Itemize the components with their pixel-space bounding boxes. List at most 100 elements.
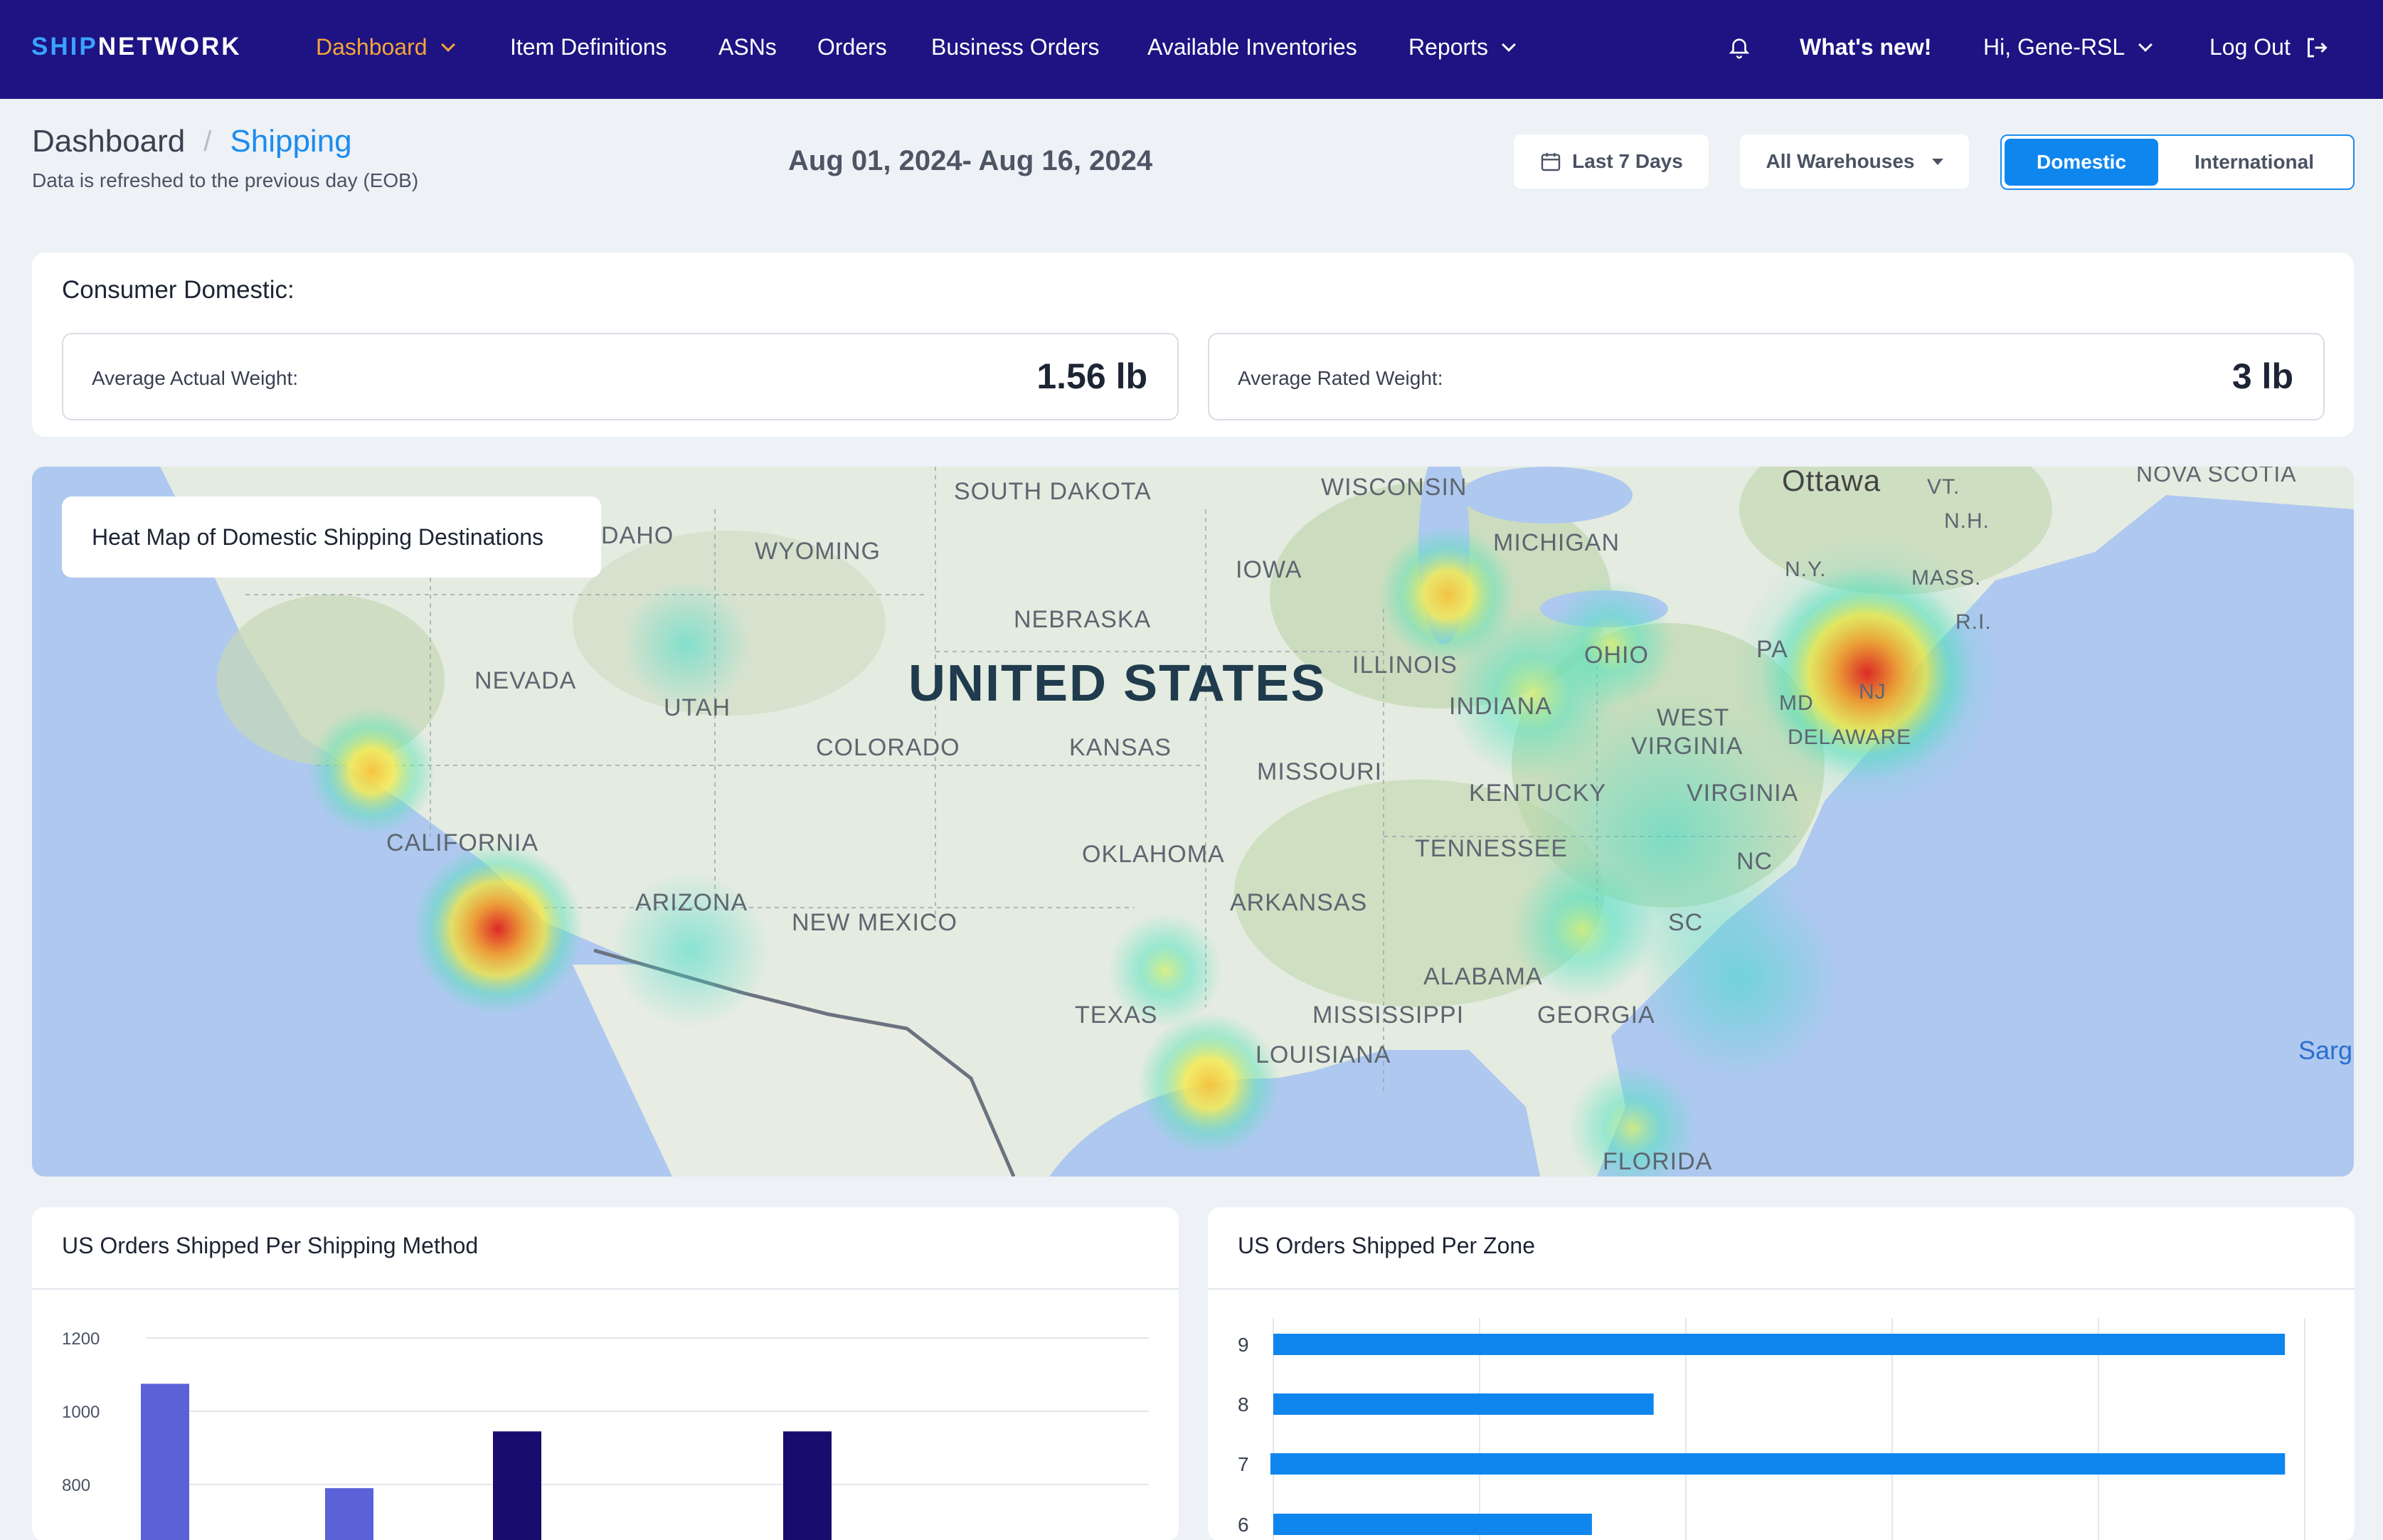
bar [1273,1334,2285,1355]
map-label-utah: UTAH [664,694,731,721]
nav-asns[interactable]: ASNs [718,34,777,60]
map-label-pa: PA [1756,636,1788,663]
nav-asns-label: ASNs [718,34,777,60]
map-label-south-dakota: SOUTH DAKOTA [954,478,1152,505]
heat-map[interactable]: SOUTH DAKOTA WISCONSIN Ottawa VT. NOVA S… [32,467,2354,1177]
map-label-virginia: VIRGINIA [1687,780,1799,807]
bell-icon[interactable] [1727,36,1751,60]
toggle-international[interactable]: International [2194,151,2314,173]
date-range: Aug 01, 2024- Aug 16, 2024 [788,145,1153,176]
nav-orders[interactable]: Orders [817,34,887,60]
map-label-georgia: GEORGIA [1537,1002,1655,1029]
category-label: 9 [1238,1334,1249,1356]
map-label-missouri: MISSOURI [1257,758,1383,785]
consumer-domestic-title: Consumer Domestic: [62,276,294,304]
nav-reports[interactable]: Reports [1408,34,1516,60]
chevron-down-icon [440,37,455,52]
map-canvas [32,467,2354,1177]
caret-down-icon [1931,158,1943,165]
calendar-icon [1541,153,1561,171]
map-country-label: UNITED STATES [908,655,1327,712]
nav-business-orders-label: Business Orders [931,34,1100,60]
breadcrumb-separator: / [203,125,212,157]
nav-available-inventories-label: Available Inventories [1147,34,1357,60]
map-label-ny: N.Y. [1785,558,1827,581]
card-divider [32,1288,1179,1290]
category-label: 8 [1238,1393,1249,1416]
logout-label: Log Out [2209,34,2291,60]
nav-business-orders[interactable]: Business Orders [931,34,1100,60]
user-name: Hi, Gene-RSL [1983,34,2125,60]
logo-network: NETWORK [97,33,242,60]
map-label-nebraska: NEBRASKA [1014,606,1152,633]
map-label-nova-scotia: NOVA SCOTIA [2136,467,2297,487]
domestic-international-toggle: Domestic International [2000,134,2355,190]
map-label-iowa: IOWA [1236,556,1302,583]
y-tick-label: 1000 [62,1403,100,1422]
toggle-domestic[interactable]: Domestic [2005,139,2158,186]
logout-icon [2307,38,2328,57]
map-label-nc: NC [1736,848,1773,875]
nav-item-definitions[interactable]: Item Definitions [510,34,667,60]
warehouse-select[interactable]: All Warehouses [1740,134,1969,188]
nav-available-inventories[interactable]: Available Inventories [1147,34,1357,60]
map-label-michigan: MICHIGAN [1493,529,1620,556]
period-picker-button[interactable]: Last 7 Days [1514,134,1709,188]
map-label-idaho: DAHO [601,522,674,549]
map-label-nj: NJ [1859,680,1886,703]
map-label-nh: N.H. [1944,509,1990,533]
map-label-wisconsin: WISCONSIN [1321,474,1468,501]
map-label-mississippi: MISSISSIPPI [1312,1002,1465,1029]
map-label-vt: VT. [1927,475,1960,499]
bar [1270,1453,2286,1475]
map-label-kansas: KANSAS [1069,734,1172,761]
breadcrumb-dashboard[interactable]: Dashboard [32,124,186,159]
bar [141,1384,189,1540]
map-credit-label: Sarg [2298,1036,2353,1065]
avg-rated-weight-value: 3 lb [2231,356,2293,396]
map-label-texas: TEXAS [1075,1002,1158,1029]
logout-button[interactable]: Log Out [2209,34,2330,60]
refresh-note: Data is refreshed to the previous day (E… [32,169,419,191]
map-label-west-virginia: VIRGINIA [1631,733,1744,760]
avg-actual-weight-label: Average Actual Weight: [92,367,299,389]
nav-dashboard-label: Dashboard [316,34,428,60]
consumer-domestic-card: Consumer Domestic: Average Actual Weight… [32,253,2354,437]
avg-actual-weight-card: Average Actual Weight: 1.56 lb [62,333,1179,420]
category-label: 7 [1238,1453,1249,1475]
breadcrumb-shipping: Shipping [230,124,352,159]
bar [325,1488,373,1540]
heat-map-title: Heat Map of Domestic Shipping Destinatio… [62,496,601,578]
shipnetwork-logo[interactable]: SHIPNETWORK [31,33,242,61]
map-label-new-mexico: NEW MEXICO [792,909,957,936]
orders-per-zone-chart[interactable]: 9 8 7 6 [1208,1290,2355,1540]
map-label-west: WEST [1657,704,1730,731]
bar [1273,1514,1592,1535]
map-label-ri: R.I. [1955,610,1992,634]
y-tick-label: 800 [62,1476,90,1495]
orders-per-method-card: US Orders Shipped Per Shipping Method 12… [32,1207,1179,1540]
warehouse-label: All Warehouses [1766,150,1915,172]
bar [493,1431,541,1540]
chevron-down-icon [2138,37,2153,52]
map-label-colorado: COLORADO [816,734,960,761]
nav-reports-label: Reports [1408,34,1489,60]
orders-per-method-chart[interactable]: 1200 1000 800 [32,1290,1179,1540]
map-label-oklahoma: OKLAHOMA [1082,841,1225,868]
map-label-california: CALIFORNIA [386,829,539,856]
map-label-wyoming: WYOMING [755,538,881,565]
map-label-alabama: ALABAMA [1423,963,1543,990]
map-label-sc: SC [1668,909,1704,936]
card-divider [1208,1288,2355,1290]
whats-new-link[interactable]: What's new! [1800,34,1931,60]
top-navbar: SHIPNETWORK Dashboard Item Definitions A… [0,0,2383,99]
bar [1273,1393,1654,1415]
avg-rated-weight-label: Average Rated Weight: [1238,367,1443,389]
map-label-ohio: OHIO [1584,642,1649,669]
map-label-ottawa: Ottawa [1782,467,1882,497]
bar [783,1431,832,1540]
orders-per-zone-title: US Orders Shipped Per Zone [1238,1233,1535,1258]
nav-dashboard[interactable]: Dashboard [316,34,455,60]
map-label-delaware: DELAWARE [1788,726,1912,749]
user-menu[interactable]: Hi, Gene-RSL [1983,34,2153,60]
